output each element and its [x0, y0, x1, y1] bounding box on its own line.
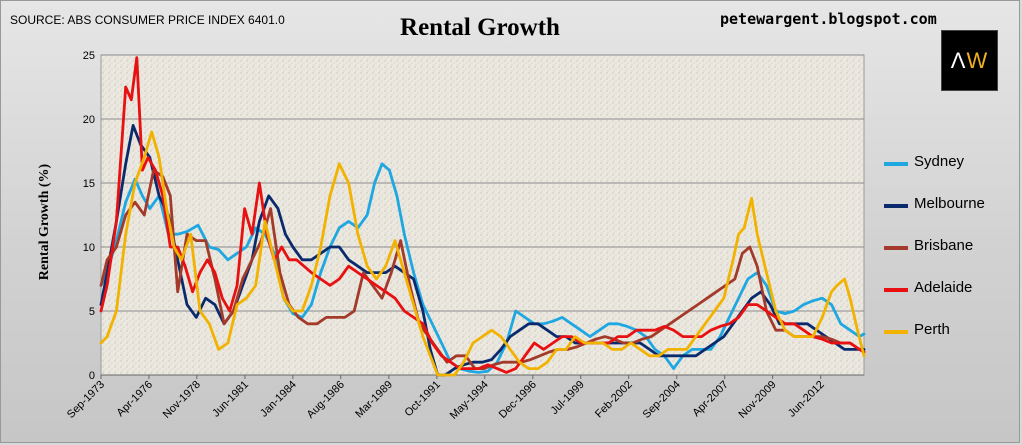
legend-swatch: [884, 330, 908, 334]
legend-label: Brisbane: [914, 237, 974, 254]
legend-item-perth: Perth: [884, 321, 1022, 341]
y-tick-label: 10: [83, 242, 95, 254]
legend-item-adelaide: Adelaide: [884, 279, 1022, 299]
series-line-perth: [99, 130, 866, 377]
legend-item-sydney: Sydney: [884, 153, 1022, 173]
x-tick-label: Jun-2012: [786, 379, 827, 420]
x-tick-label: Jul-1999: [549, 379, 587, 417]
legend-swatch: [884, 246, 908, 250]
source-note: SOURCE: ABS CONSUMER PRICE INDEX 6401.0: [10, 13, 285, 27]
y-tick-label: 20: [83, 114, 95, 126]
series-line-adelaide: [99, 56, 866, 374]
y-tick-label: 5: [89, 306, 95, 318]
legend-label: Perth: [914, 321, 950, 338]
legend-swatch: [884, 162, 908, 166]
x-tick-label: Mar-1989: [353, 379, 395, 421]
x-tick-label: Oct-1991: [402, 379, 442, 419]
x-tick-label: Aug-1986: [305, 379, 347, 421]
legend-item-melbourne: Melbourne: [884, 195, 1022, 215]
series-line-brisbane: [99, 168, 866, 370]
x-tick-label: Feb-2002: [593, 379, 635, 421]
x-tick-label: Jun-1981: [210, 379, 251, 420]
logo-letter-a: Λ: [950, 47, 967, 73]
x-tick-label: Sep-1973: [65, 379, 107, 421]
series-line-sydney: [99, 162, 866, 374]
website-label: petewargent.blogspot.com: [720, 10, 937, 28]
x-tick-label: Apr-2007: [690, 379, 730, 419]
series-lines: [99, 56, 866, 377]
legend-label: Adelaide: [914, 279, 973, 296]
legend-label: Melbourne: [914, 195, 985, 212]
x-tick-label: Nov-1978: [161, 379, 203, 421]
x-tick-label: Dec-1996: [497, 379, 539, 421]
y-tick-label: 25: [83, 50, 95, 62]
x-tick-label: Sep-2004: [641, 379, 683, 421]
y-tick-label: 0: [89, 370, 95, 382]
x-tick-label: Jan-1984: [258, 379, 299, 420]
x-tick-label: Apr-1976: [115, 379, 155, 419]
logo-letter-w: W: [966, 47, 989, 73]
chart-title: Rental Growth: [400, 14, 560, 41]
legend-label: Sydney: [914, 153, 965, 170]
x-tick-label: Nov-2009: [737, 379, 779, 421]
legend-swatch: [884, 204, 908, 208]
y-tick-label: 15: [83, 178, 95, 190]
legend-item-brisbane: Brisbane: [884, 237, 1022, 257]
plot-area: [100, 54, 865, 376]
y-axis-label: Rental Growth (%): [37, 163, 52, 280]
x-tick-label: May-1994: [448, 379, 491, 422]
legend-swatch: [884, 288, 908, 292]
